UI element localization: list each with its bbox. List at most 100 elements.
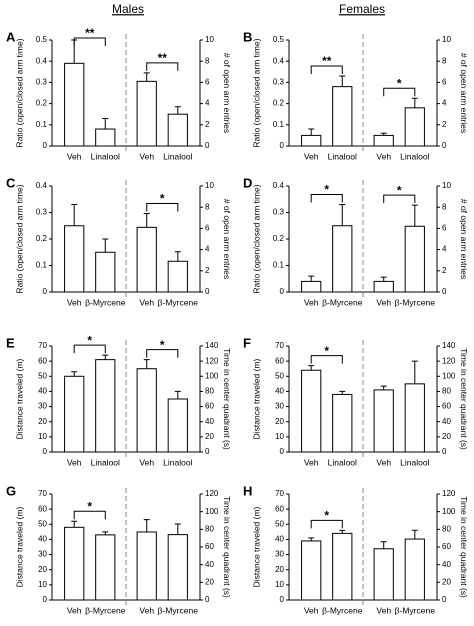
x-tick-label: Linalool: [163, 151, 192, 161]
x-tick-label: Veh: [376, 297, 391, 307]
y2-tick-label: 100: [442, 371, 456, 380]
y-tick-label: 60: [38, 356, 47, 365]
error-bar: [102, 354, 109, 360]
error-bar: [380, 276, 387, 282]
panel-label: H: [243, 483, 252, 498]
x-tick-label: Linalool: [91, 151, 120, 161]
x-tick-label: β-Myrcene: [395, 297, 436, 307]
x-tick-label: Veh: [139, 605, 154, 615]
y-tick-label: 20: [275, 565, 284, 574]
y2-axis-label: Time in center quadrant (s): [222, 348, 232, 450]
significance-bracket: [73, 510, 106, 520]
y2-tick-label: 8: [442, 56, 447, 65]
significance-bracket: [146, 203, 179, 212]
y-tick-label: 0.3: [36, 78, 48, 87]
y2-tick-label: 6: [205, 224, 210, 233]
y-tick-label: 50: [38, 519, 47, 528]
y2-tick-label: 100: [205, 371, 219, 380]
bar: [95, 128, 116, 147]
panel-label: F: [243, 335, 251, 350]
y2-tick-label: 10: [442, 181, 451, 190]
error-bar: [380, 541, 387, 549]
y-tick-label: 0: [280, 595, 285, 604]
y-axis-label: Distance traveled (m): [14, 506, 24, 587]
error-bar: [339, 75, 346, 87]
x-tick-label: Veh: [304, 151, 319, 161]
y-tick-label: 20: [38, 565, 47, 574]
y-axis-label: Distance traveled (m): [251, 506, 261, 587]
column-title: Females: [339, 2, 385, 16]
error-bar: [102, 238, 109, 253]
y2-tick-label: 40: [205, 560, 214, 569]
x-tick-label: Linalool: [328, 457, 357, 467]
bar: [373, 548, 394, 601]
bar: [332, 86, 353, 147]
bar: [332, 225, 353, 293]
y-axis-label: Distance traveled (m): [251, 358, 261, 439]
y2-tick-label: 8: [205, 56, 210, 65]
bar: [404, 538, 425, 601]
x-tick-label: Veh: [67, 151, 82, 161]
y2-tick-label: 6: [442, 78, 447, 87]
column-title: Males: [112, 2, 144, 16]
error-bar: [339, 529, 346, 534]
y2-tick-label: 0: [442, 595, 447, 604]
x-tick-label: Veh: [139, 151, 154, 161]
y2-tick-label: 40: [442, 417, 451, 426]
y2-axis-label: Time in center quadrant (s): [459, 348, 469, 450]
y2-tick-label: 10: [205, 181, 214, 190]
bar: [301, 369, 322, 453]
significance-label: **: [158, 51, 168, 65]
y2-tick-label: 20: [442, 577, 451, 586]
bar: [95, 534, 116, 601]
y2-tick-label: 100: [205, 507, 219, 516]
x-tick-label: Linalool: [91, 457, 120, 467]
y-tick-label: 10: [38, 432, 47, 441]
error-bar: [102, 531, 109, 535]
y-tick-label: 30: [38, 402, 47, 411]
significance-label: *: [324, 183, 329, 197]
y-tick-label: 70: [38, 341, 47, 350]
error-bar: [174, 390, 181, 399]
y-tick-label: 60: [275, 504, 284, 513]
y-tick-label: 0.4: [36, 181, 48, 190]
bar: [404, 225, 425, 293]
bar: [64, 375, 85, 453]
y-tick-label: 0.2: [36, 99, 48, 108]
bar: [404, 383, 425, 453]
y2-tick-label: 0: [442, 287, 447, 296]
significance-bracket: [146, 349, 179, 358]
bar: [167, 113, 188, 147]
y2-tick-label: 4: [205, 245, 210, 254]
error-bar: [174, 106, 181, 115]
x-tick-label: Veh: [376, 457, 391, 467]
y-tick-label: 70: [275, 489, 284, 498]
y-tick-label: 0: [43, 447, 48, 456]
significance-label: *: [87, 333, 92, 347]
error-bar: [339, 390, 346, 395]
error-bar: [143, 72, 150, 82]
y-tick-label: 0.4: [273, 56, 285, 65]
x-tick-label: Veh: [376, 605, 391, 615]
y2-tick-label: 2: [205, 120, 210, 129]
panel-label: A: [6, 29, 16, 44]
significance-label: *: [87, 499, 92, 513]
y2-tick-label: 0: [205, 141, 210, 150]
y-tick-label: 10: [275, 580, 284, 589]
y2-axis-label: # of open arm entries: [222, 199, 232, 279]
y-tick-label: 0: [43, 595, 48, 604]
y-tick-label: 20: [38, 417, 47, 426]
y2-tick-label: 4: [442, 245, 447, 254]
y2-tick-label: 60: [205, 402, 214, 411]
bar: [167, 260, 188, 293]
y2-tick-label: 60: [442, 402, 451, 411]
y-axis-label: Ratio (open/closed arm time): [251, 38, 261, 147]
y-tick-label: 40: [38, 387, 47, 396]
y2-tick-label: 120: [442, 489, 456, 498]
error-bar: [308, 365, 315, 371]
y2-tick-label: 10: [442, 35, 451, 44]
significance-bracket: [383, 194, 416, 204]
y2-axis-label: Time in center quadrant (s): [459, 496, 469, 598]
y2-tick-label: 2: [442, 120, 447, 129]
